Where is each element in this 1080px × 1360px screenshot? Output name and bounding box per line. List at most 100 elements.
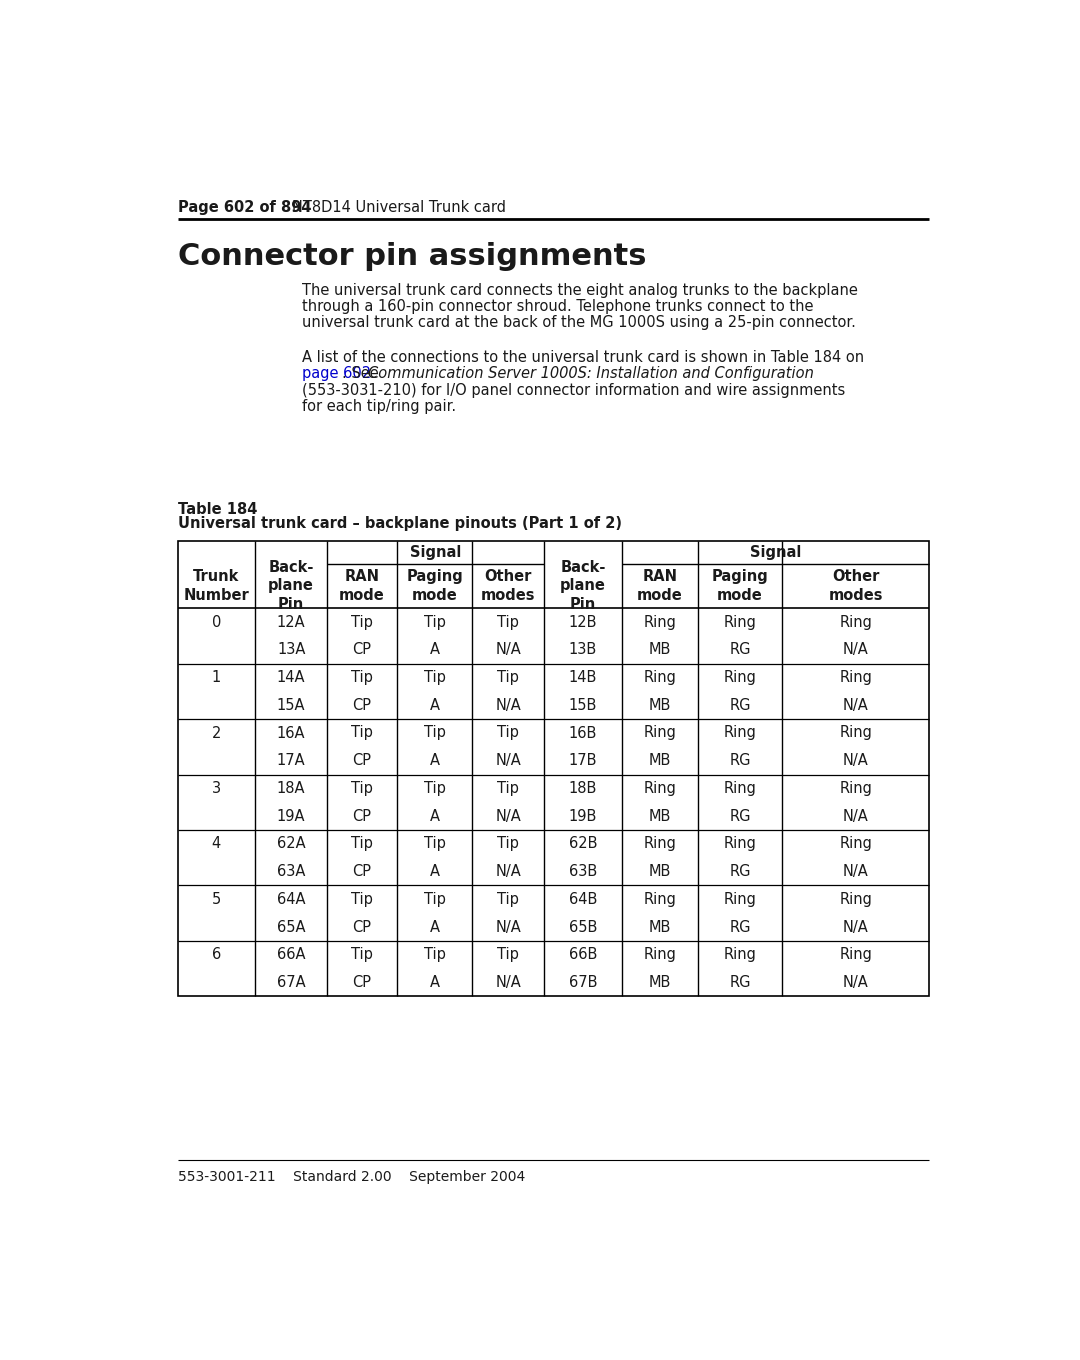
Text: 19A: 19A: [276, 809, 306, 824]
Text: CP: CP: [352, 864, 372, 879]
Text: 14B: 14B: [569, 670, 597, 685]
Text: Tip: Tip: [423, 781, 445, 796]
Text: Ring: Ring: [644, 670, 676, 685]
Text: NT8D14 Universal Trunk card: NT8D14 Universal Trunk card: [293, 200, 507, 215]
Text: 65B: 65B: [569, 919, 597, 934]
Text: Back-
plane
Pin: Back- plane Pin: [268, 560, 314, 612]
Text: 19B: 19B: [569, 809, 597, 824]
Text: 66B: 66B: [569, 948, 597, 963]
Text: Ring: Ring: [839, 781, 873, 796]
Text: A: A: [430, 975, 440, 990]
Text: 63B: 63B: [569, 864, 597, 879]
Text: Table 184: Table 184: [177, 502, 257, 517]
Text: page 602: page 602: [301, 366, 370, 381]
Text: 0: 0: [212, 615, 221, 630]
Text: Tip: Tip: [351, 670, 373, 685]
Text: A: A: [430, 864, 440, 879]
Text: 17B: 17B: [569, 753, 597, 768]
Text: MB: MB: [648, 864, 671, 879]
Text: Page 602 of 894: Page 602 of 894: [177, 200, 311, 215]
Text: 64A: 64A: [276, 892, 306, 907]
Text: Signal: Signal: [750, 544, 801, 559]
Text: Ring: Ring: [724, 892, 756, 907]
Text: 67A: 67A: [276, 975, 306, 990]
Text: for each tip/ring pair.: for each tip/ring pair.: [301, 398, 456, 413]
Text: Tip: Tip: [423, 836, 445, 851]
Text: Tip: Tip: [497, 615, 519, 630]
Text: A: A: [430, 753, 440, 768]
Text: Ring: Ring: [839, 836, 873, 851]
Text: Tip: Tip: [423, 892, 445, 907]
Text: Communication Server 1000S: Installation and Configuration: Communication Server 1000S: Installation…: [368, 366, 814, 381]
Text: N/A: N/A: [496, 975, 521, 990]
Text: 12A: 12A: [276, 615, 306, 630]
Text: N/A: N/A: [496, 698, 521, 713]
Text: Tip: Tip: [497, 836, 519, 851]
Text: CP: CP: [352, 642, 372, 657]
Bar: [177, 540, 930, 997]
Text: N/A: N/A: [842, 809, 868, 824]
Text: Ring: Ring: [724, 836, 756, 851]
Text: Paging
mode: Paging mode: [712, 568, 768, 602]
Text: MB: MB: [648, 809, 671, 824]
Text: 62A: 62A: [276, 836, 306, 851]
Text: RG: RG: [729, 919, 751, 934]
Text: 64B: 64B: [569, 892, 597, 907]
Text: Universal trunk card – backplane pinouts (Part 1 of 2): Universal trunk card – backplane pinouts…: [177, 515, 622, 530]
Text: CP: CP: [352, 975, 372, 990]
Text: 65A: 65A: [276, 919, 306, 934]
Text: Tip: Tip: [497, 670, 519, 685]
Text: Connector pin assignments: Connector pin assignments: [177, 242, 646, 271]
Text: Ring: Ring: [839, 948, 873, 963]
Text: 62B: 62B: [569, 836, 597, 851]
Text: CP: CP: [352, 698, 372, 713]
Text: 13B: 13B: [569, 642, 597, 657]
Text: 2: 2: [212, 725, 221, 740]
Text: (553-3031-210) for I/O panel connector information and wire assignments: (553-3031-210) for I/O panel connector i…: [301, 382, 845, 397]
Text: Ring: Ring: [724, 781, 756, 796]
Text: Ring: Ring: [724, 615, 756, 630]
Text: 14A: 14A: [276, 670, 306, 685]
Text: 16B: 16B: [569, 725, 597, 740]
Text: Tip: Tip: [497, 781, 519, 796]
Text: 1: 1: [212, 670, 221, 685]
Text: 12B: 12B: [569, 615, 597, 630]
Text: Tip: Tip: [423, 725, 445, 740]
Text: . See: . See: [342, 366, 383, 381]
Text: RAN
mode: RAN mode: [637, 568, 683, 602]
Text: through a 160-pin connector shroud. Telephone trunks connect to the: through a 160-pin connector shroud. Tele…: [301, 299, 813, 314]
Text: Ring: Ring: [839, 892, 873, 907]
Text: N/A: N/A: [842, 642, 868, 657]
Text: Trunk
Number: Trunk Number: [184, 568, 249, 602]
Text: A list of the connections to the universal trunk card is shown in Table 184 on: A list of the connections to the univers…: [301, 351, 864, 366]
Text: N/A: N/A: [842, 975, 868, 990]
Text: Ring: Ring: [644, 948, 676, 963]
Text: N/A: N/A: [842, 753, 868, 768]
Text: Ring: Ring: [644, 836, 676, 851]
Text: Ring: Ring: [724, 725, 756, 740]
Text: A: A: [430, 698, 440, 713]
Text: 18A: 18A: [276, 781, 306, 796]
Text: N/A: N/A: [842, 919, 868, 934]
Text: Tip: Tip: [351, 781, 373, 796]
Text: Ring: Ring: [644, 725, 676, 740]
Text: 63A: 63A: [276, 864, 306, 879]
Text: 15A: 15A: [276, 698, 306, 713]
Text: RAN
mode: RAN mode: [339, 568, 384, 602]
Text: 6: 6: [212, 948, 221, 963]
Text: MB: MB: [648, 975, 671, 990]
Text: A: A: [430, 642, 440, 657]
Text: Ring: Ring: [724, 948, 756, 963]
Text: N/A: N/A: [496, 919, 521, 934]
Text: Tip: Tip: [497, 725, 519, 740]
Text: Tip: Tip: [497, 892, 519, 907]
Text: 4: 4: [212, 836, 221, 851]
Text: Ring: Ring: [724, 670, 756, 685]
Text: Signal: Signal: [410, 544, 461, 559]
Text: 3: 3: [212, 781, 221, 796]
Text: MB: MB: [648, 919, 671, 934]
Text: A: A: [430, 919, 440, 934]
Text: Ring: Ring: [839, 670, 873, 685]
Text: N/A: N/A: [842, 864, 868, 879]
Text: Tip: Tip: [351, 948, 373, 963]
